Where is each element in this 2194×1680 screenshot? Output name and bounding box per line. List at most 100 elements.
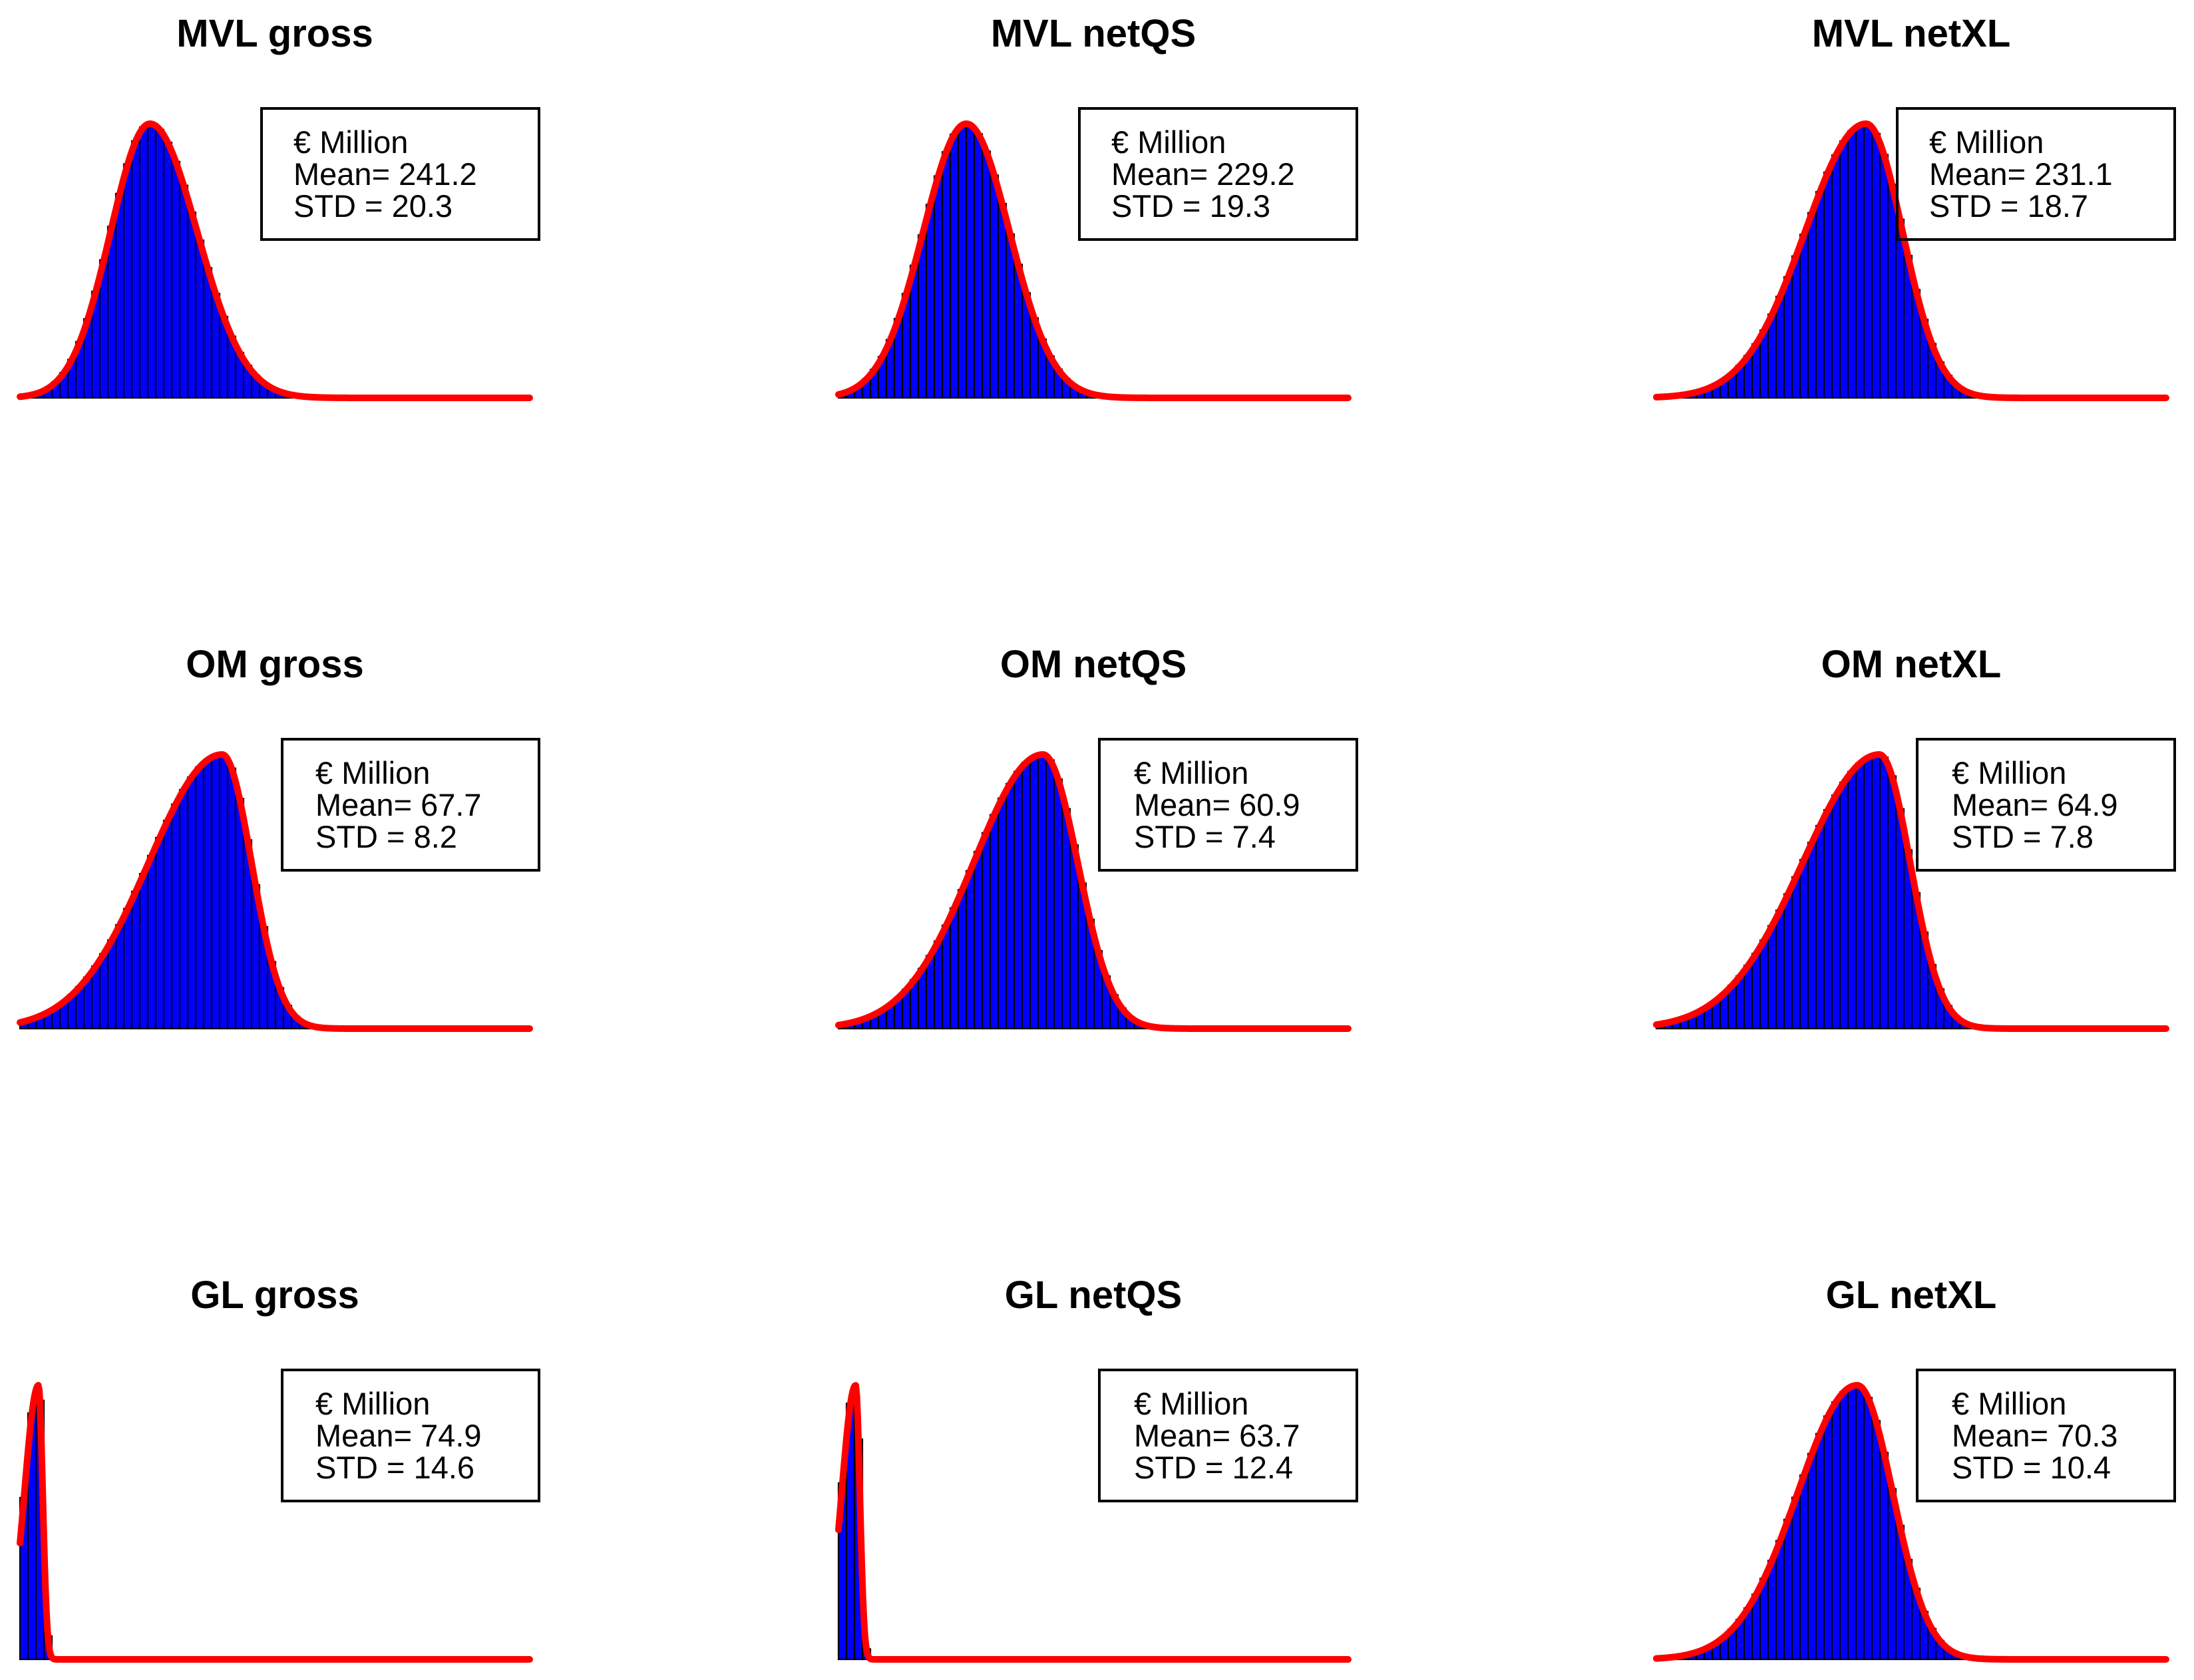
panel-mvl-netxl: MVL netXL € Million Mean= 231.1 STD = 18… — [1653, 12, 2176, 401]
legend-unit: € Million — [315, 1386, 430, 1421]
histogram-bars — [1663, 1385, 1969, 1661]
legend-std: STD = 10.4 — [1952, 1450, 2111, 1485]
legend-unit: € Million — [1952, 1386, 2066, 1421]
histogram-bar-15 — [957, 889, 968, 1030]
histogram-bar-17 — [154, 836, 165, 1030]
histogram-bar-20 — [1823, 1415, 1833, 1661]
histogram-bar-14 — [138, 126, 149, 399]
histogram-bar-25 — [218, 754, 229, 1030]
histogram-bar-28 — [1061, 808, 1071, 1030]
density-curve — [1653, 751, 2169, 1032]
histogram-bar-19 — [989, 174, 1000, 399]
histogram-bar-23 — [1847, 1385, 1857, 1661]
histogram-bar-12 — [933, 940, 944, 1030]
histogram-bar-22 — [1831, 794, 1841, 1030]
histogram-bar-15 — [1791, 255, 1801, 399]
histogram-bar-29 — [1887, 775, 1897, 1030]
legend-unit: € Million — [1952, 755, 2066, 790]
legend-box: € Million Mean= 60.9 STD = 7.4 — [1098, 738, 1358, 872]
histogram-bar-24 — [1855, 1385, 1865, 1661]
histogram-bar-19 — [1815, 1432, 1825, 1661]
histogram-bar-17 — [973, 850, 984, 1030]
histogram-bar-22 — [1847, 130, 1857, 399]
legend-mean: Mean= 231.1 — [1929, 156, 2113, 192]
legend-std: STD = 19.3 — [1111, 188, 1270, 224]
histogram-bar-23 — [202, 758, 213, 1030]
histogram-bar-24 — [1847, 770, 1857, 1030]
histogram-bar-16 — [154, 128, 165, 399]
histogram-bar-26 — [1879, 154, 1889, 399]
density-curve — [17, 120, 533, 401]
histogram-bar-30 — [1895, 808, 1905, 1030]
panel-gl-netqs: GL netQS € Million Mean= 63.7 STD = 12.4 — [835, 1273, 1358, 1663]
histogram-bar-13 — [1775, 295, 1785, 399]
histogram-bar-25 — [1863, 1397, 1873, 1661]
histogram-bar-21 — [1005, 782, 1015, 1030]
histogram-bar-24 — [1863, 123, 1873, 399]
histogram-bar-10 — [98, 953, 109, 1030]
panel-om-netxl: OM netXL € Million Mean= 64.9 STD = 7.8 — [1653, 643, 2176, 1032]
density-curve — [835, 751, 1352, 1032]
histogram-bar-18 — [981, 832, 992, 1030]
legend-unit: € Million — [1111, 124, 1226, 160]
density-curve — [17, 1382, 533, 1663]
legend-std: STD = 7.8 — [1952, 819, 2094, 854]
density-curve — [1653, 120, 2169, 401]
histogram-bar-23 — [1021, 761, 1031, 1030]
legend-mean: Mean= 60.9 — [1134, 787, 1300, 822]
histogram-bar-21 — [1839, 140, 1849, 399]
legend-box: € Million Mean= 63.7 STD = 12.4 — [1098, 1369, 1358, 1502]
histogram-bar-18 — [162, 819, 173, 1030]
histogram-bar-16 — [146, 854, 157, 1030]
histogram-bar-17 — [973, 133, 984, 399]
histogram-bar-14 — [949, 907, 960, 1030]
histogram-bar-12 — [1751, 952, 1761, 1030]
legend-box: € Million Mean= 67.7 STD = 8.2 — [281, 738, 540, 872]
histogram-bar-21 — [186, 776, 197, 1030]
histogram-bar-26 — [1045, 759, 1055, 1030]
histogram-bar-11 — [1743, 964, 1753, 1030]
panel-title: GL netQS — [1005, 1273, 1182, 1317]
legend-box: € Million Mean= 74.9 STD = 14.6 — [281, 1369, 540, 1502]
histogram-bar-19 — [178, 184, 189, 399]
histogram-bar-24 — [1029, 756, 1039, 1030]
histogram-bar-19 — [170, 803, 181, 1030]
histogram-bar-26 — [226, 767, 237, 1030]
histogram-bar-27 — [1887, 184, 1897, 399]
histogram-bar-22 — [1839, 1391, 1849, 1661]
histogram-bar-15 — [957, 124, 968, 399]
histogram-bar-13 — [1759, 939, 1769, 1030]
histogram-bar-11 — [925, 204, 936, 399]
histogram-bar-19 — [1807, 842, 1817, 1030]
histogram-bar-26 — [1863, 756, 1873, 1030]
histogram-bar-20 — [186, 211, 197, 399]
legend-unit: € Million — [1929, 124, 2044, 160]
legend-unit: € Million — [1134, 1386, 1248, 1421]
density-curve — [1653, 1382, 2169, 1663]
histogram-bar-14 — [1767, 925, 1777, 1030]
density-curve — [835, 120, 1352, 401]
histogram-bar-27 — [1871, 754, 1881, 1030]
histogram-bar-20 — [997, 202, 1007, 399]
legend-box: € Million Mean= 64.9 STD = 7.8 — [1916, 738, 2176, 872]
histogram-bar-23 — [1855, 124, 1865, 399]
panel-title: GL netXL — [1826, 1273, 1997, 1317]
histogram-bar-20 — [1815, 824, 1825, 1030]
legend-std: STD = 7.4 — [1134, 819, 1276, 854]
histogram-bar-16 — [1783, 893, 1793, 1030]
histogram-bar-18 — [1807, 1452, 1817, 1661]
histogram-bar-21 — [1831, 1401, 1841, 1661]
legend-mean: Mean= 63.7 — [1134, 1418, 1300, 1453]
histogram-bar-17 — [162, 141, 173, 399]
histogram-bar-17 — [1791, 876, 1801, 1030]
histogram-bar-25 — [1037, 753, 1047, 1030]
histogram-bar-14 — [1775, 1540, 1785, 1661]
legend-unit: € Million — [293, 124, 408, 160]
histogram-bar-17 — [1807, 212, 1817, 399]
histogram-bar-22 — [194, 766, 205, 1030]
panel-title: OM gross — [186, 643, 364, 686]
histogram-bar-27 — [234, 798, 245, 1030]
panel-mvl-gross: MVL gross € Million Mean= 241.2 STD = 20… — [17, 12, 540, 401]
histogram-bar-19 — [1823, 171, 1833, 399]
